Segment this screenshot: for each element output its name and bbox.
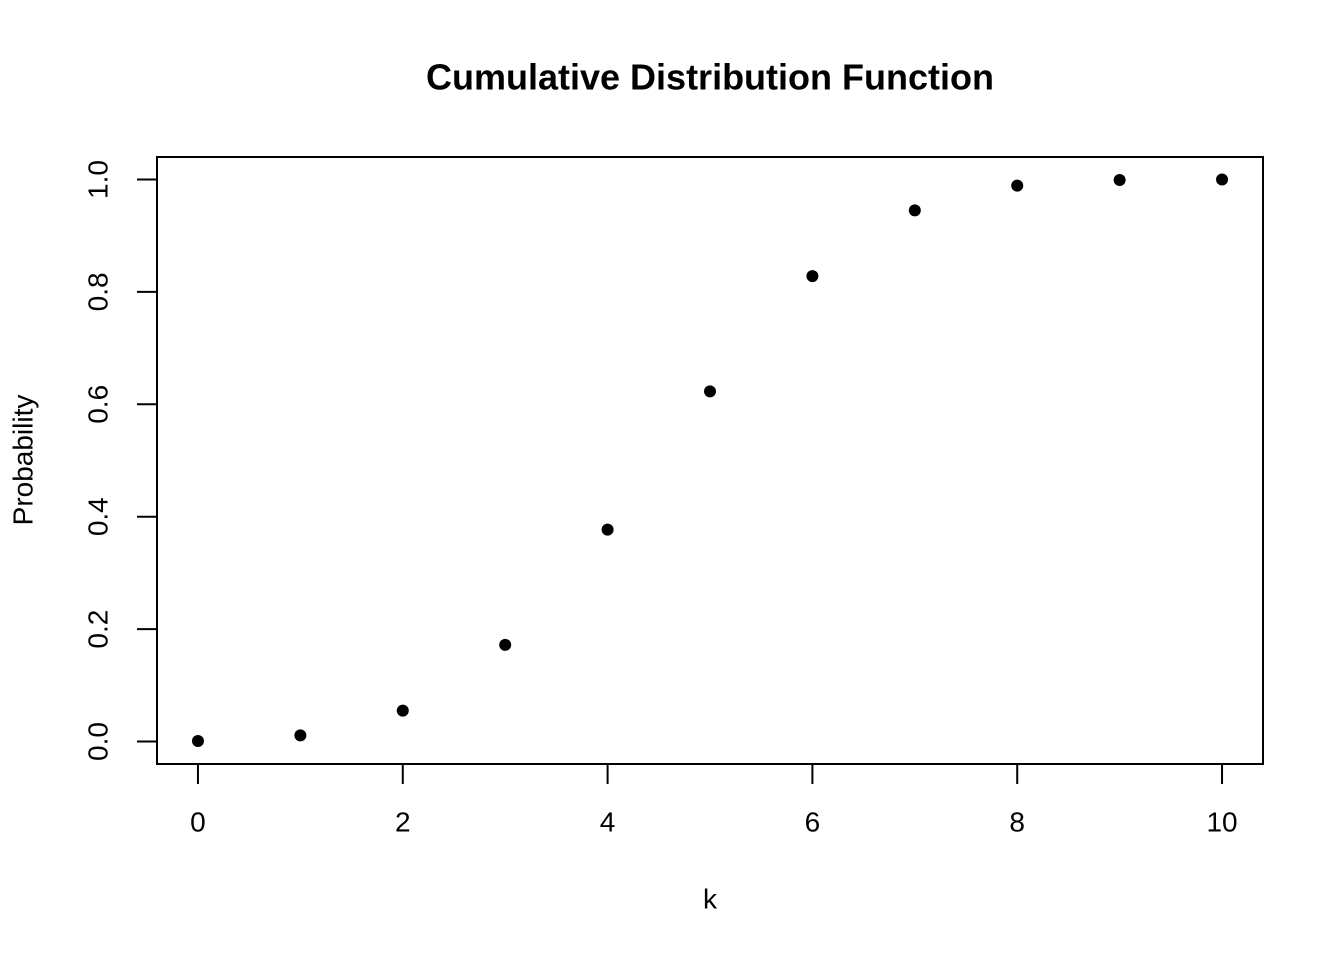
x-tick-label: 2	[395, 806, 411, 837]
point	[704, 385, 716, 398]
point	[601, 523, 614, 536]
x-tick-label: 4	[600, 806, 616, 837]
y-tick-label: 0.8	[82, 272, 113, 311]
point	[1113, 174, 1126, 187]
y-axis-label: Probability	[7, 395, 38, 526]
x-tick-label: 8	[1009, 806, 1025, 837]
point	[499, 638, 512, 651]
point	[396, 704, 409, 717]
y-tick-label: 0.6	[82, 385, 113, 424]
point	[294, 729, 307, 742]
x-tick-label: 6	[805, 806, 821, 837]
x-tick-label: 0	[190, 806, 206, 837]
point	[908, 204, 921, 217]
y-tick-label: 0.4	[82, 497, 113, 536]
chart-title: Cumulative Distribution Function	[426, 57, 994, 98]
point	[191, 734, 204, 747]
y-tick-label: 1.0	[82, 160, 113, 199]
y-tick-label: 0.0	[82, 722, 113, 761]
point	[1011, 179, 1024, 192]
x-axis-label: k	[703, 883, 718, 914]
point	[806, 270, 819, 283]
plot-frame	[156, 156, 1264, 765]
x-tick-label: 10	[1206, 806, 1237, 837]
point	[1216, 173, 1229, 186]
y-tick-label: 0.2	[82, 610, 113, 649]
